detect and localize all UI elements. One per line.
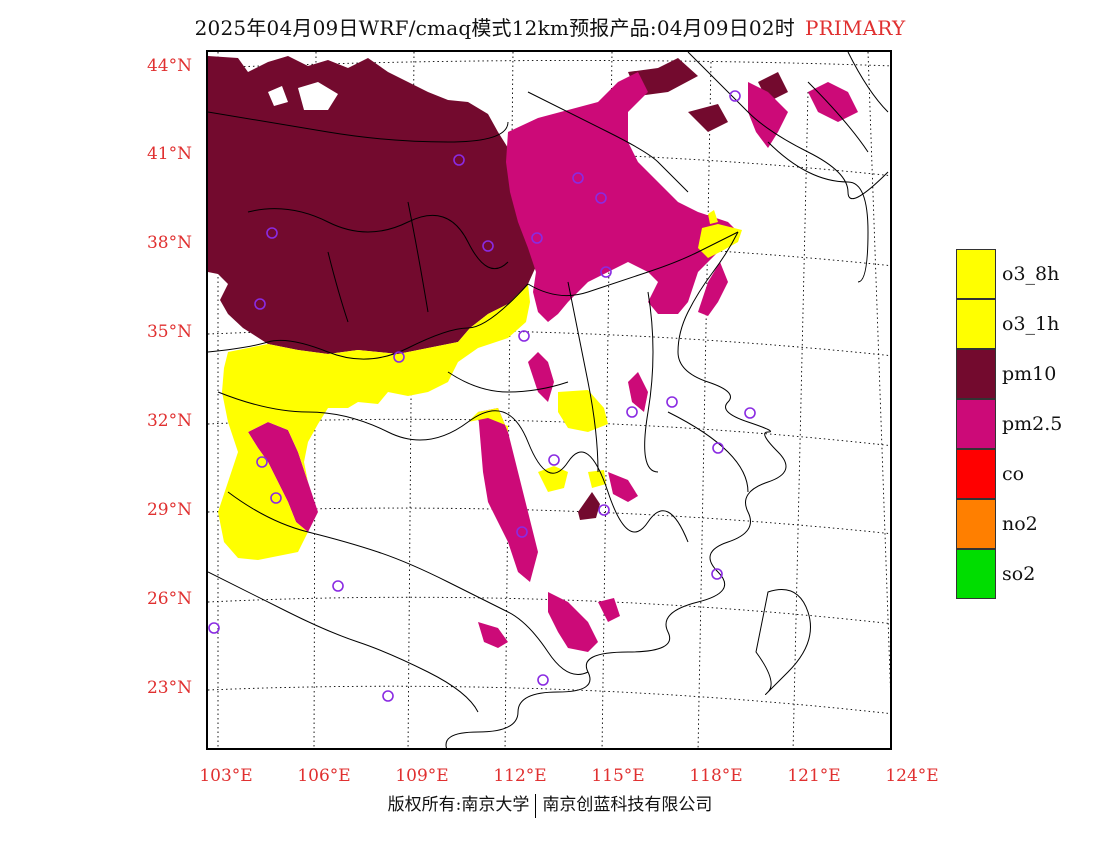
station-marker (600, 266, 612, 278)
station-marker (254, 298, 266, 310)
station-marker (266, 227, 278, 239)
legend-label: co (1002, 463, 1025, 485)
meridian-line (697, 61, 712, 748)
station-marker (598, 504, 610, 516)
lat-label: 26°N (146, 589, 192, 609)
o3-area (218, 210, 742, 560)
lat-label: 32°N (146, 411, 192, 431)
legend-swatch (956, 449, 996, 499)
lat-label: 35°N (146, 322, 192, 342)
station-marker (572, 172, 584, 184)
copyright-footer: 版权所有:南京大学 南京创蓝科技有限公司 (0, 790, 1100, 818)
legend-item-co: co (956, 449, 1096, 499)
legend-label: pm2.5 (1002, 413, 1063, 435)
station-marker (256, 456, 268, 468)
station-marker (453, 154, 465, 166)
legend-item-so2: so2 (956, 549, 1096, 599)
station-marker (711, 568, 723, 580)
station-marker (666, 396, 678, 408)
boundaries (208, 52, 889, 748)
station-marker (712, 442, 724, 454)
map-title-tag: PRIMARY (804, 16, 906, 40)
legend-swatch (956, 549, 996, 599)
station-marker (595, 192, 607, 204)
lon-label: 115°E (591, 766, 645, 786)
footer-separator (535, 793, 537, 818)
graticule (208, 52, 890, 748)
station-marker (270, 492, 282, 504)
map-title: 2025年04月09日WRF/cmaq模式12km预报产品:04月09日02时 P… (0, 12, 1100, 41)
footer-right: 南京创蓝科技有限公司 (542, 795, 713, 815)
legend-swatch (956, 399, 996, 449)
footer-left: 版权所有:南京大学 (387, 795, 530, 815)
station-marker (531, 232, 543, 244)
meridian-line (867, 52, 890, 689)
station-marker (537, 674, 549, 686)
legend-item-no2: no2 (956, 499, 1096, 549)
legend-item-o3-8h: o3_8h (956, 249, 1096, 299)
legend-label: o3_8h (1002, 263, 1060, 285)
station-marker (332, 580, 344, 592)
legend-label: so2 (1002, 563, 1036, 585)
lon-label: 103°E (199, 766, 253, 786)
lon-label: 124°E (885, 766, 939, 786)
legend-item-pm10: pm10 (956, 349, 1096, 399)
legend-label: no2 (1002, 513, 1038, 535)
legend-label: o3_1h (1002, 313, 1060, 335)
pm10-gaps (268, 82, 338, 110)
lat-label: 41°N (146, 144, 192, 164)
station-marker (516, 526, 528, 538)
pm25-area (248, 72, 858, 652)
legend: o3_8h o3_1h pm10 pm2.5 co no2 so2 (956, 249, 1096, 599)
forecast-map (208, 52, 890, 748)
legend-item-o3-1h: o3_1h (956, 299, 1096, 349)
legend-swatch (956, 349, 996, 399)
lat-label: 44°N (146, 56, 192, 76)
legend-swatch (956, 299, 996, 349)
lon-label: 112°E (493, 766, 547, 786)
legend-label: pm10 (1002, 363, 1057, 385)
station-marker (382, 690, 394, 702)
lon-label: 118°E (689, 766, 743, 786)
station-marker (548, 454, 560, 466)
lat-label: 38°N (146, 233, 192, 253)
parallel-line (208, 685, 890, 715)
legend-item-pm25: pm2.5 (956, 399, 1096, 449)
station-marker (208, 622, 220, 634)
map-title-main: 2025年04月09日WRF/cmaq模式12km预报产品:04月09日02时 (194, 16, 795, 40)
station-markers (208, 90, 756, 702)
legend-swatch (956, 499, 996, 549)
station-marker (393, 351, 405, 363)
station-marker (729, 90, 741, 102)
station-marker (482, 240, 494, 252)
station-marker (518, 330, 530, 342)
legend-swatch (956, 249, 996, 299)
station-marker (744, 407, 756, 419)
meridian-line (792, 91, 809, 748)
lon-label: 106°E (297, 766, 351, 786)
map-area[interactable] (206, 50, 892, 750)
lat-label: 23°N (146, 678, 192, 698)
lon-label: 109°E (395, 766, 449, 786)
station-marker (626, 406, 638, 418)
lat-label: 29°N (146, 500, 192, 520)
lon-label: 121°E (787, 766, 841, 786)
